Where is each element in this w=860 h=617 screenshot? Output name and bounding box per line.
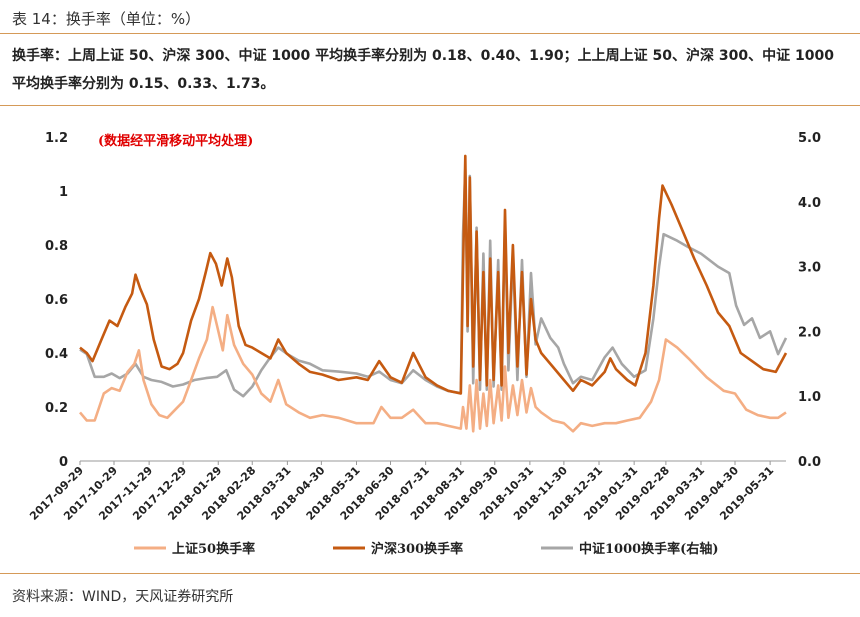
legend-label-sz50: 上证50换手率 (172, 541, 255, 557)
left-tick-label: 0.6 (45, 293, 68, 308)
summary-divider (0, 105, 860, 106)
right-tick-label: 2.0 (798, 325, 821, 340)
series-line-sz50 (79, 305, 787, 433)
right-tick-label: 1.0 (798, 390, 821, 405)
legend: 上证50换手率 沪深300换手率 中证1000换手率(右轴) (134, 541, 718, 557)
left-tick-label: 0 (59, 455, 68, 470)
series-line-hs300 (79, 154, 788, 395)
summary-text: 换手率：上周上证 50、沪深 300、中证 1000 平均换手率分别为 0.18… (12, 48, 834, 92)
right-tick-label: 3.0 (798, 261, 821, 276)
series-line-zz1000 (79, 168, 788, 398)
footer-divider (0, 573, 860, 574)
table-title: 表 14：换手率（单位：%） (12, 10, 201, 28)
source-text: 资料来源：WIND，天风证券研究所 (12, 589, 234, 605)
right-axis: 0.0 1.0 2.0 3.0 4.0 5.0 (798, 131, 821, 470)
x-axis: 2017-09-292017-10-292017-11-292017-12-29… (27, 460, 786, 523)
right-tick-label: 5.0 (798, 131, 821, 146)
left-tick-label: 1.2 (45, 131, 68, 146)
left-axis: 0 0.2 0.4 0.6 0.8 1 1.2 (45, 131, 68, 470)
turnover-chart: (数据经平滑移动平均处理) 0 0.2 0.4 0.6 0.8 1 1.2 0.0 1.0 2.… (27, 131, 821, 557)
right-tick-label: 0.0 (798, 455, 821, 470)
left-tick-label: 0.4 (45, 347, 68, 362)
legend-label-hs300: 沪深300换手率 (371, 541, 463, 557)
left-tick-label: 0.8 (45, 239, 68, 254)
series-lines (79, 154, 788, 433)
top-divider (0, 33, 860, 34)
chart-annotation: (数据经平滑移动平均处理) (98, 133, 253, 149)
right-tick-label: 4.0 (798, 196, 821, 211)
legend-label-zz1000: 中证1000换手率(右轴) (579, 541, 718, 557)
left-tick-label: 1 (59, 185, 68, 200)
left-tick-label: 0.2 (45, 401, 68, 416)
